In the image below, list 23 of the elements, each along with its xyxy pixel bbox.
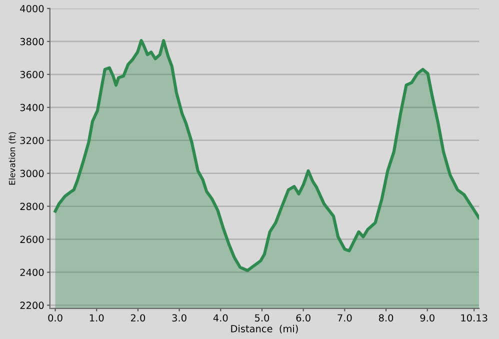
x-tick-label: 7.0 [338,314,352,322]
x-tick-label: 6.0 [296,314,310,322]
x-tick-label: 4.0 [213,314,228,322]
x-tick-label: 5.0 [255,314,270,322]
y-tick-label: 3800 [20,38,44,46]
x-tick-label: 8.0 [378,314,394,322]
y-tick-label: 3200 [20,136,44,144]
x-tick-label: 1.0 [90,314,104,322]
x-axis-title: Distance (mi) [231,324,298,334]
y-tick-label: 3600 [20,70,44,78]
y-tick-label: 2600 [20,236,44,244]
y-tick-label: 3400 [20,104,44,112]
x-tick-label: 2.0 [130,314,146,322]
x-tick-label: 10.13 [461,314,488,322]
y-tick-label: 2400 [20,268,44,276]
y-tick-label: 2800 [20,202,44,210]
x-tick-label: 3.0 [172,314,186,322]
y-tick-label: 3000 [20,170,44,178]
x-tick-label: 0.0 [48,314,62,322]
y-axis-title: Elevation (ft) [8,132,16,185]
y-tick-label: 4000 [20,4,44,12]
x-tick-label: 9.0 [420,314,434,322]
y-tick-label: 2200 [20,302,44,310]
